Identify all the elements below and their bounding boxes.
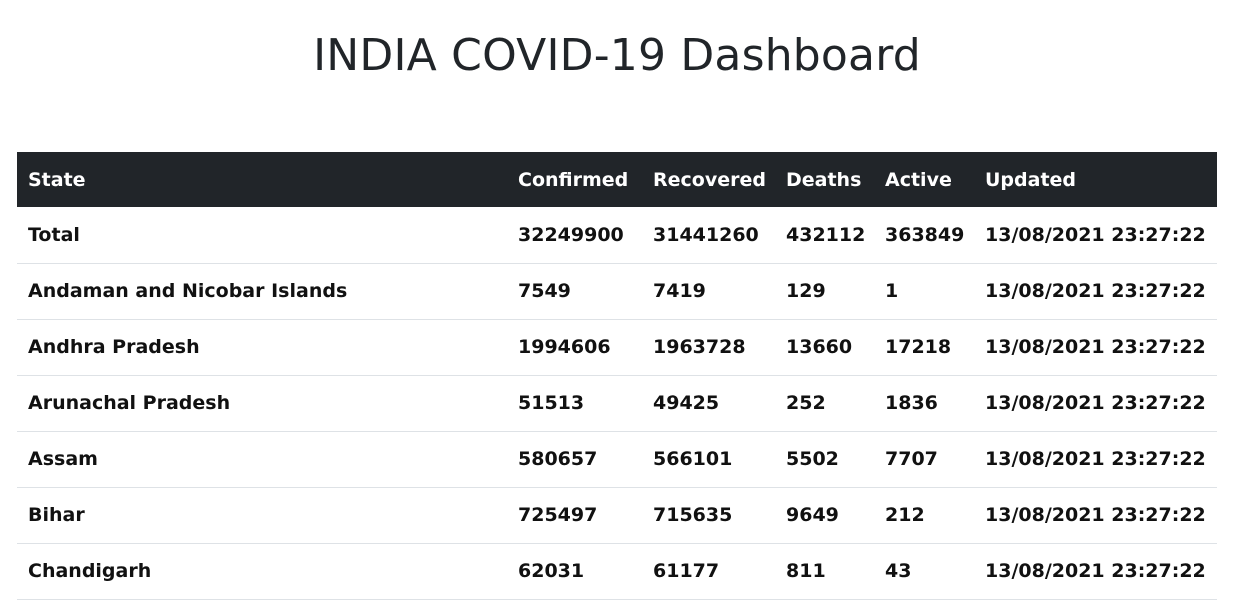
page-title: INDIA COVID-19 Dashboard (313, 30, 921, 81)
cell-recovered: 49425 (653, 392, 720, 414)
cell-updated: 13/08/2021 23:27:22 (985, 223, 1206, 246)
cell-confirmed: 725497 (518, 504, 598, 526)
table-row: Total 32249900 31441260 432112 363849 13… (17, 207, 1217, 263)
cell-active: 17218 (885, 336, 952, 358)
header-deaths: Deaths (786, 168, 862, 191)
cell-updated: 13/08/2021 23:27:22 (985, 504, 1206, 526)
cell-confirmed: 580657 (518, 448, 598, 470)
cell-state: Bihar (28, 504, 85, 526)
cell-state: Assam (28, 448, 98, 470)
header-active: Active (885, 168, 952, 191)
table-row: Assam 580657 566101 5502 7707 13/08/2021… (17, 431, 1217, 487)
table-row: Bihar 725497 715635 9649 212 13/08/2021 … (17, 487, 1217, 543)
cell-recovered: 566101 (653, 448, 733, 470)
table-row: Arunachal Pradesh 51513 49425 252 1836 1… (17, 375, 1217, 431)
cell-recovered: 31441260 (653, 223, 759, 246)
cell-active: 1 (885, 280, 899, 302)
table-row: Andhra Pradesh 1994606 1963728 13660 172… (17, 319, 1217, 375)
cell-confirmed: 1994606 (518, 336, 611, 358)
covid-table: State Confirmed Recovered Deaths Active … (17, 152, 1217, 600)
cell-recovered: 715635 (653, 504, 733, 526)
cell-recovered: 7419 (653, 280, 706, 302)
cell-confirmed: 51513 (518, 392, 585, 414)
header-confirmed: Confirmed (518, 168, 629, 191)
cell-recovered: 1963728 (653, 336, 746, 358)
cell-state: Andhra Pradesh (28, 336, 200, 358)
table-row: Andaman and Nicobar Islands 7549 7419 12… (17, 263, 1217, 319)
cell-active: 363849 (885, 223, 965, 246)
table-row: Chandigarh 62031 61177 811 43 13/08/2021… (17, 543, 1217, 599)
cell-state: Andaman and Nicobar Islands (28, 280, 348, 302)
cell-confirmed: 32249900 (518, 223, 624, 246)
cell-confirmed: 7549 (518, 280, 571, 302)
cell-deaths: 129 (786, 280, 826, 302)
cell-deaths: 811 (786, 560, 826, 582)
cell-state: Total (28, 223, 80, 246)
cell-updated: 13/08/2021 23:27:22 (985, 448, 1206, 470)
cell-deaths: 432112 (786, 223, 866, 246)
table-body: Total 32249900 31441260 432112 363849 13… (17, 207, 1217, 599)
cell-active: 43 (885, 560, 912, 582)
header-updated: Updated (985, 168, 1077, 191)
cell-updated: 13/08/2021 23:27:22 (985, 336, 1206, 358)
cell-updated: 13/08/2021 23:27:22 (985, 560, 1206, 582)
cell-updated: 13/08/2021 23:27:22 (985, 392, 1206, 414)
cell-state: Arunachal Pradesh (28, 392, 231, 414)
cell-recovered: 61177 (653, 560, 720, 582)
cell-active: 7707 (885, 448, 938, 470)
cell-updated: 13/08/2021 23:27:22 (985, 280, 1206, 302)
cell-deaths: 5502 (786, 448, 839, 470)
cell-confirmed: 62031 (518, 560, 585, 582)
cell-state: Chandigarh (28, 560, 152, 582)
table-header: State Confirmed Recovered Deaths Active … (17, 152, 1217, 207)
cell-deaths: 252 (786, 392, 826, 414)
cell-active: 212 (885, 504, 925, 526)
header-recovered: Recovered (653, 168, 766, 191)
cell-deaths: 9649 (786, 504, 839, 526)
header-state: State (28, 168, 86, 191)
cell-active: 1836 (885, 392, 938, 414)
cell-deaths: 13660 (786, 336, 853, 358)
table-header-row: State Confirmed Recovered Deaths Active … (17, 152, 1217, 207)
